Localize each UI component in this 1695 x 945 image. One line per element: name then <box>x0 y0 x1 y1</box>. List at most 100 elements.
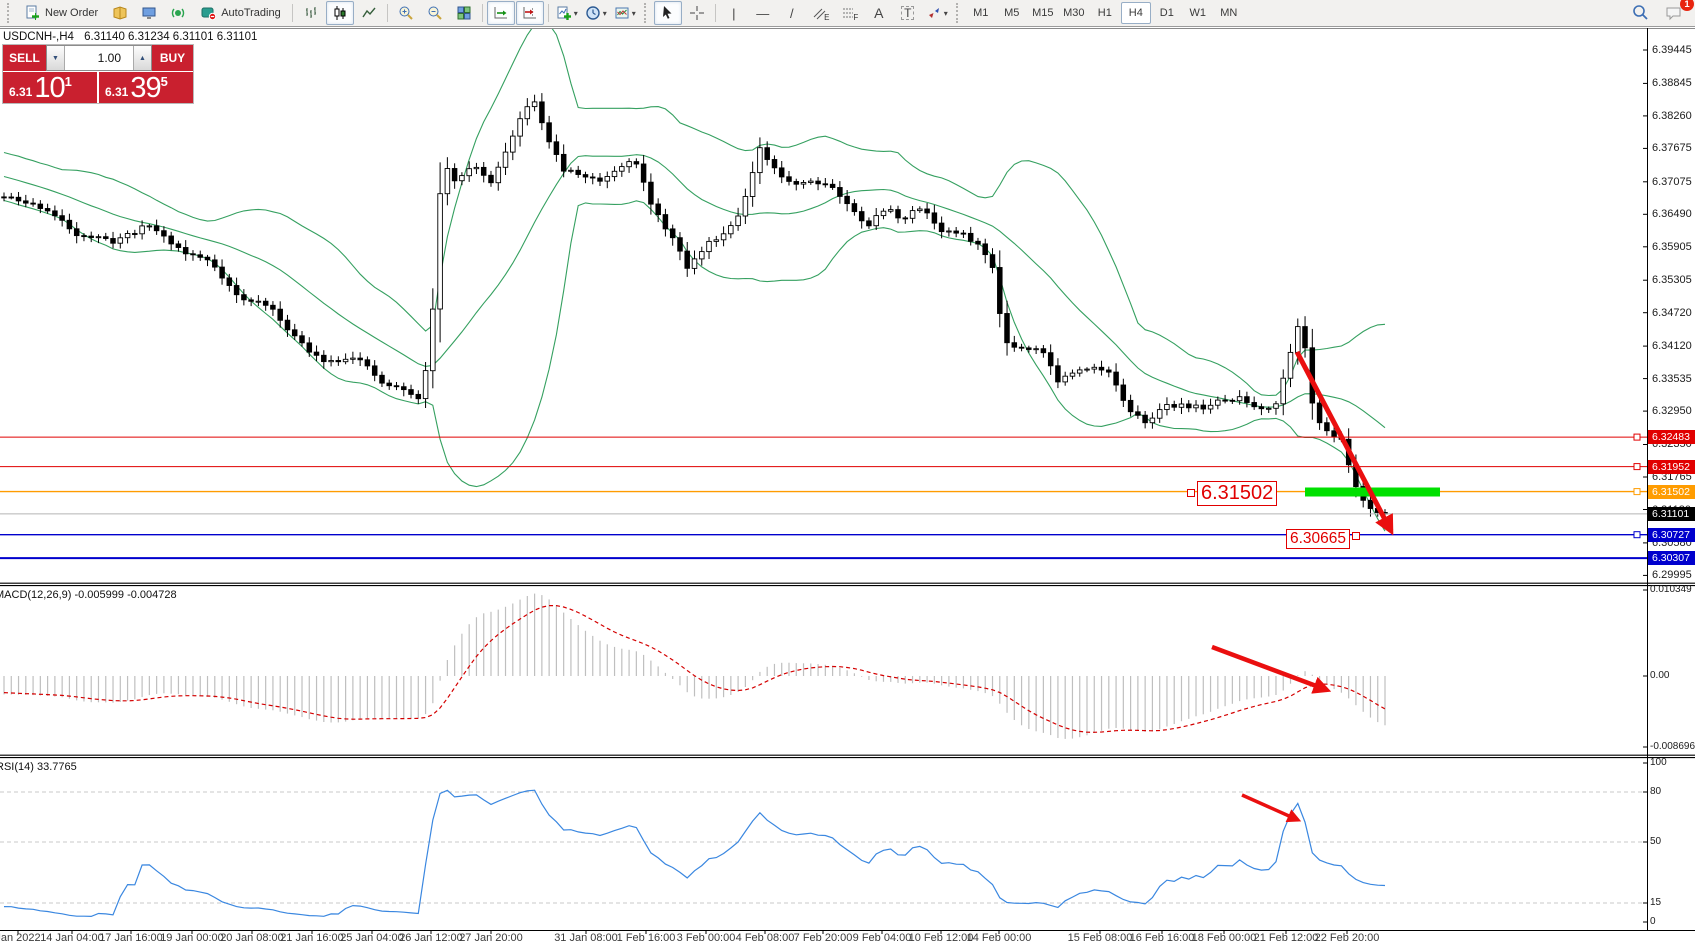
candlestick-series <box>1 93 1388 520</box>
timeframe-h1[interactable]: H1 <box>1097 7 1112 19</box>
terminal-button[interactable] <box>135 1 163 25</box>
indicators-button[interactable]: ▾ <box>553 1 581 25</box>
candlestick-chart-button[interactable] <box>325 1 354 25</box>
text-tool-button[interactable]: A <box>865 1 893 25</box>
price-axis-tick: 6.38845 <box>1652 77 1692 90</box>
timeframe-m15[interactable]: M15 <box>1032 7 1054 19</box>
timeframe-w1[interactable]: W1 <box>1189 7 1207 19</box>
line-chart-button[interactable] <box>355 1 383 25</box>
templates-button[interactable]: ▾ <box>611 1 639 25</box>
toolbar-separator <box>547 4 549 22</box>
new-order-label: New Order <box>45 7 99 19</box>
trend-arrows <box>1211 350 1394 823</box>
timeframe-h4[interactable]: H4 <box>1120 2 1151 24</box>
rsi-axis-tick: 15 <box>1650 897 1662 908</box>
crosshair-tool-button[interactable] <box>683 1 711 25</box>
periods-dropdown-arrow[interactable]: ▾ <box>602 8 607 18</box>
price-axis-tick: 6.34720 <box>1652 306 1692 319</box>
sell-price-button[interactable]: 6.31 10 1 <box>3 72 97 103</box>
autotrading-icon <box>201 7 217 21</box>
indicators-icon <box>557 6 571 20</box>
vertical-line-tool-button[interactable]: | <box>720 1 748 25</box>
one-click-trading-panel: SELL ▼ ▲ BUY 6.31 10 1 6.31 39 5 <box>2 44 194 104</box>
new-order-button[interactable]: New Order <box>17 1 105 25</box>
time-axis-label: 31 Jan 08:00 <box>554 932 618 944</box>
price-axis-tick: 6.35305 <box>1652 274 1692 287</box>
timeframe-m1[interactable]: M1 <box>973 7 989 19</box>
support-price-annotation[interactable]: 6.31502 <box>1197 481 1278 506</box>
low-annotation-handle[interactable] <box>1352 531 1360 540</box>
chart-title-ohlc: USDCNH-,H4 6.31140 6.31234 6.31101 6.311… <box>3 31 257 43</box>
arrows-tool-button[interactable]: ▾ <box>923 1 951 25</box>
toolbar-separator <box>291 4 293 22</box>
text-label-tool-button[interactable]: T <box>894 1 922 25</box>
support-annotation-handle[interactable] <box>1187 488 1195 497</box>
time-axis-label: 16 Feb 16:00 <box>1129 932 1195 944</box>
price-axis-tick: 6.39445 <box>1652 44 1692 56</box>
chart-shift-button[interactable] <box>515 1 544 25</box>
buy-price-big: 39 <box>130 72 161 104</box>
macd-axis-tick: 0.010349 <box>1650 584 1692 595</box>
cursor-tool-button[interactable] <box>653 1 682 25</box>
line-chart-icon <box>362 7 376 18</box>
toolbar-grip[interactable] <box>7 3 12 23</box>
buy-price-button[interactable]: 6.31 39 5 <box>99 72 193 103</box>
arrows-dropdown-arrow[interactable]: ▾ <box>943 8 948 18</box>
zoom-in-button[interactable] <box>392 1 420 25</box>
bar-chart-button[interactable] <box>297 1 325 25</box>
terminal-icon <box>142 7 156 19</box>
price-axis-label: 6.30727 <box>1648 527 1695 542</box>
buy-price-prefix: 6.31 <box>105 85 129 99</box>
time-axis-label: 21 Jan 16:00 <box>280 932 344 944</box>
sell-price-sup: 1 <box>64 74 72 89</box>
vertical-line-icon: | <box>732 5 736 21</box>
timeframe-d1[interactable]: D1 <box>1159 7 1174 19</box>
volume-increase-button[interactable]: ▲ <box>133 46 151 70</box>
book-icon <box>113 6 127 20</box>
time-axis-label: 9 Feb 04:00 <box>852 932 912 944</box>
toolbar-grip[interactable] <box>955 3 961 23</box>
bollinger-bands <box>3 28 1386 532</box>
equidistant-channel-tool-button[interactable]: E <box>807 1 835 25</box>
timeframe-mn[interactable]: MN <box>1220 7 1238 19</box>
auto-scroll-button[interactable] <box>486 1 515 25</box>
indicators-dropdown-arrow[interactable]: ▾ <box>573 8 578 18</box>
auto-scroll-icon <box>494 7 507 19</box>
bar-chart-icon <box>305 7 316 18</box>
time-axis-label: 19 Jan 00:00 <box>160 932 224 944</box>
volume-input[interactable] <box>65 46 133 70</box>
periods-button[interactable]: ▾ <box>582 1 610 25</box>
toolbar-separator <box>481 4 483 22</box>
templates-dropdown-arrow[interactable]: ▾ <box>631 8 636 18</box>
notifications-button[interactable]: 1 <box>1660 0 1694 25</box>
search-icon <box>1633 5 1648 20</box>
trendline-tool-button[interactable]: / <box>778 1 806 25</box>
tile-windows-button[interactable] <box>450 1 478 25</box>
volume-spinner: ▼ ▲ <box>46 45 152 71</box>
fibonacci-tool-button[interactable]: F <box>836 1 864 25</box>
sell-price-big: 10 <box>34 72 65 104</box>
time-axis-label: 27 Jan 20:00 <box>459 932 523 944</box>
alerts-button[interactable] <box>164 1 192 25</box>
notification-badge: 1 <box>1680 0 1694 11</box>
horizontal-line-icon: — <box>756 5 770 21</box>
history-center-button[interactable] <box>106 1 134 25</box>
price-axis-label: 6.31101 <box>1648 506 1695 521</box>
low-price-annotation[interactable]: 6.30665 <box>1286 529 1351 549</box>
timeframe-m30[interactable]: M30 <box>1063 7 1085 19</box>
search-button[interactable] <box>1626 1 1654 25</box>
crosshair-icon <box>689 6 704 20</box>
horizontal-line-tool-button[interactable]: — <box>749 1 777 25</box>
horizontal-level-lines[interactable] <box>0 433 1647 560</box>
toolbar-grip[interactable] <box>643 3 649 23</box>
templates-icon <box>615 7 629 19</box>
volume-decrease-button[interactable]: ▼ <box>47 46 65 70</box>
buy-button[interactable]: BUY <box>152 45 193 71</box>
autotrading-button[interactable]: AutoTrading <box>193 1 288 25</box>
sell-button[interactable]: SELL <box>3 45 46 71</box>
timeframe-m5[interactable]: M5 <box>1004 7 1020 19</box>
arrows-tool-icon <box>928 8 939 18</box>
time-axis-label: 25 Jan 04:00 <box>340 932 404 944</box>
zoom-out-button[interactable] <box>421 1 449 25</box>
